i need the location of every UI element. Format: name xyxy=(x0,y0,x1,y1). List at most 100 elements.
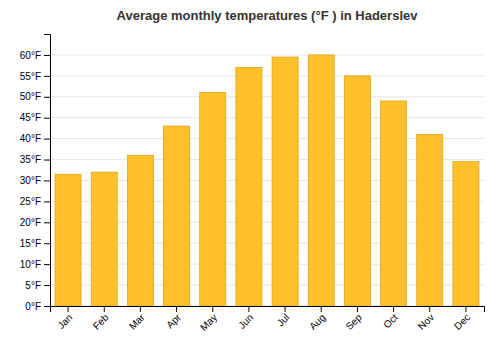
x-tick-mark xyxy=(248,306,249,312)
y-tick-label: 35°F xyxy=(20,154,41,165)
bar xyxy=(308,55,334,306)
x-tick: Aug xyxy=(307,306,327,332)
x-tick-label: Jul xyxy=(275,312,292,329)
x-tick-mark xyxy=(393,306,394,312)
x-tick-mark xyxy=(104,306,105,312)
y-tick-label: 10°F xyxy=(20,259,41,270)
x-axis-line xyxy=(51,307,485,313)
x-tick: Dec xyxy=(452,306,472,332)
y-tick-mark xyxy=(44,76,50,77)
y-tick-mark xyxy=(44,180,50,181)
bars xyxy=(55,55,479,306)
bar xyxy=(417,134,443,306)
grid-line xyxy=(50,96,484,97)
x-tick: Oct xyxy=(381,306,400,330)
x-tick: May xyxy=(198,306,219,333)
y-tick: 5°F xyxy=(25,280,50,291)
y-tick-mark xyxy=(44,222,50,223)
y-tick: 45°F xyxy=(20,112,50,123)
bar xyxy=(344,76,370,306)
y-tick-label: 55°F xyxy=(20,71,41,82)
y-tick: 30°F xyxy=(20,175,50,186)
x-tick: Jun xyxy=(236,306,255,331)
y-tick: 25°F xyxy=(20,196,50,207)
bar xyxy=(164,126,190,306)
x-tick-label: Nov xyxy=(416,312,436,332)
x-tick: Apr xyxy=(164,306,183,330)
y-tick-label: 45°F xyxy=(20,112,41,123)
x-tick-mark xyxy=(68,306,69,312)
y-tick: 55°F xyxy=(20,71,50,82)
y-tick-mark xyxy=(44,139,50,140)
y-tick-label: 0°F xyxy=(25,301,41,312)
y-tick: 10°F xyxy=(20,259,50,270)
y-tick-label: 15°F xyxy=(20,238,41,249)
x-tick-label: Oct xyxy=(381,312,400,331)
x-tick-mark xyxy=(357,306,358,312)
y-tick: 40°F xyxy=(20,133,50,144)
grid xyxy=(50,55,484,306)
y-axis: 0°F 5°F 10°F 15°F 20°F 25°F 30°F 35°F 40°F 45°F 50… xyxy=(20,35,51,312)
bar xyxy=(200,93,226,306)
bar xyxy=(91,172,117,306)
y-tick: 60°F xyxy=(20,50,50,61)
x-tick-label: Mar xyxy=(127,311,147,331)
y-tick-mark xyxy=(44,306,50,307)
bar xyxy=(127,155,153,306)
y-tick-mark xyxy=(44,97,50,98)
bar xyxy=(272,57,298,306)
x-tick: Nov xyxy=(416,306,436,332)
y-tick-label: 25°F xyxy=(20,196,41,207)
y-axis-line xyxy=(44,35,51,307)
x-tick-label: Sep xyxy=(343,311,364,332)
bar xyxy=(236,67,262,306)
x-tick-mark xyxy=(212,306,213,312)
x-tick-mark xyxy=(321,306,322,312)
bar xyxy=(453,162,479,306)
x-tick-label: Jun xyxy=(236,312,255,331)
grid-line xyxy=(50,54,484,55)
chart-svg: 0°F 5°F 10°F 15°F 20°F 25°F 30°F 35°F 40°F 45°F 50… xyxy=(0,0,500,350)
x-tick: Jul xyxy=(275,306,292,328)
y-tick-mark xyxy=(44,118,50,119)
y-tick-label: 5°F xyxy=(25,280,41,291)
y-tick-label: 30°F xyxy=(20,175,41,186)
y-tick: 0°F xyxy=(25,301,50,312)
x-tick: Mar xyxy=(127,306,147,332)
x-tick-label: Aug xyxy=(307,312,327,332)
x-tick: Jan xyxy=(55,306,74,331)
x-tick-label: Apr xyxy=(164,311,183,330)
y-tick: 15°F xyxy=(20,238,50,249)
chart-container: 0°F 5°F 10°F 15°F 20°F 25°F 30°F 35°F 40°F 45°F 50… xyxy=(0,0,500,350)
y-tick-label: 60°F xyxy=(20,50,41,61)
y-tick: 50°F xyxy=(20,91,50,102)
x-tick: Sep xyxy=(343,306,364,332)
bar xyxy=(55,174,81,306)
x-tick-mark xyxy=(140,306,141,312)
x-tick-label: Jan xyxy=(55,312,74,331)
plot-area: 0°F 5°F 10°F 15°F 20°F 25°F 30°F 35°F 40°F 45°F 50… xyxy=(20,35,485,333)
y-tick-mark xyxy=(44,264,50,265)
x-tick-mark xyxy=(429,306,430,312)
x-tick-label: May xyxy=(198,312,219,333)
y-tick-label: 20°F xyxy=(20,217,41,228)
x-tick-label: Feb xyxy=(91,311,111,331)
y-tick-label: 40°F xyxy=(20,133,41,144)
y-tick-mark xyxy=(44,201,50,202)
bar xyxy=(381,101,407,306)
title: Average monthly temperatures (°F ) in Ha… xyxy=(117,8,419,23)
y-tick-label: 50°F xyxy=(20,91,41,102)
x-tick-mark xyxy=(465,306,466,312)
x-tick-mark xyxy=(176,306,177,312)
grid-line xyxy=(50,117,484,118)
x-axis: Jan Feb Mar Apr May Jun Jul Aug Sep Oct Nov Dec xyxy=(51,306,485,333)
y-tick-mark xyxy=(44,160,50,161)
x-tick-label: Dec xyxy=(452,312,472,332)
x-tick-mark xyxy=(285,306,286,312)
y-tick: 20°F xyxy=(20,217,50,228)
y-tick-mark xyxy=(44,285,50,286)
y-tick-mark xyxy=(44,243,50,244)
y-tick: 35°F xyxy=(20,154,50,165)
x-tick: Feb xyxy=(91,306,111,332)
grid-line xyxy=(50,75,484,76)
